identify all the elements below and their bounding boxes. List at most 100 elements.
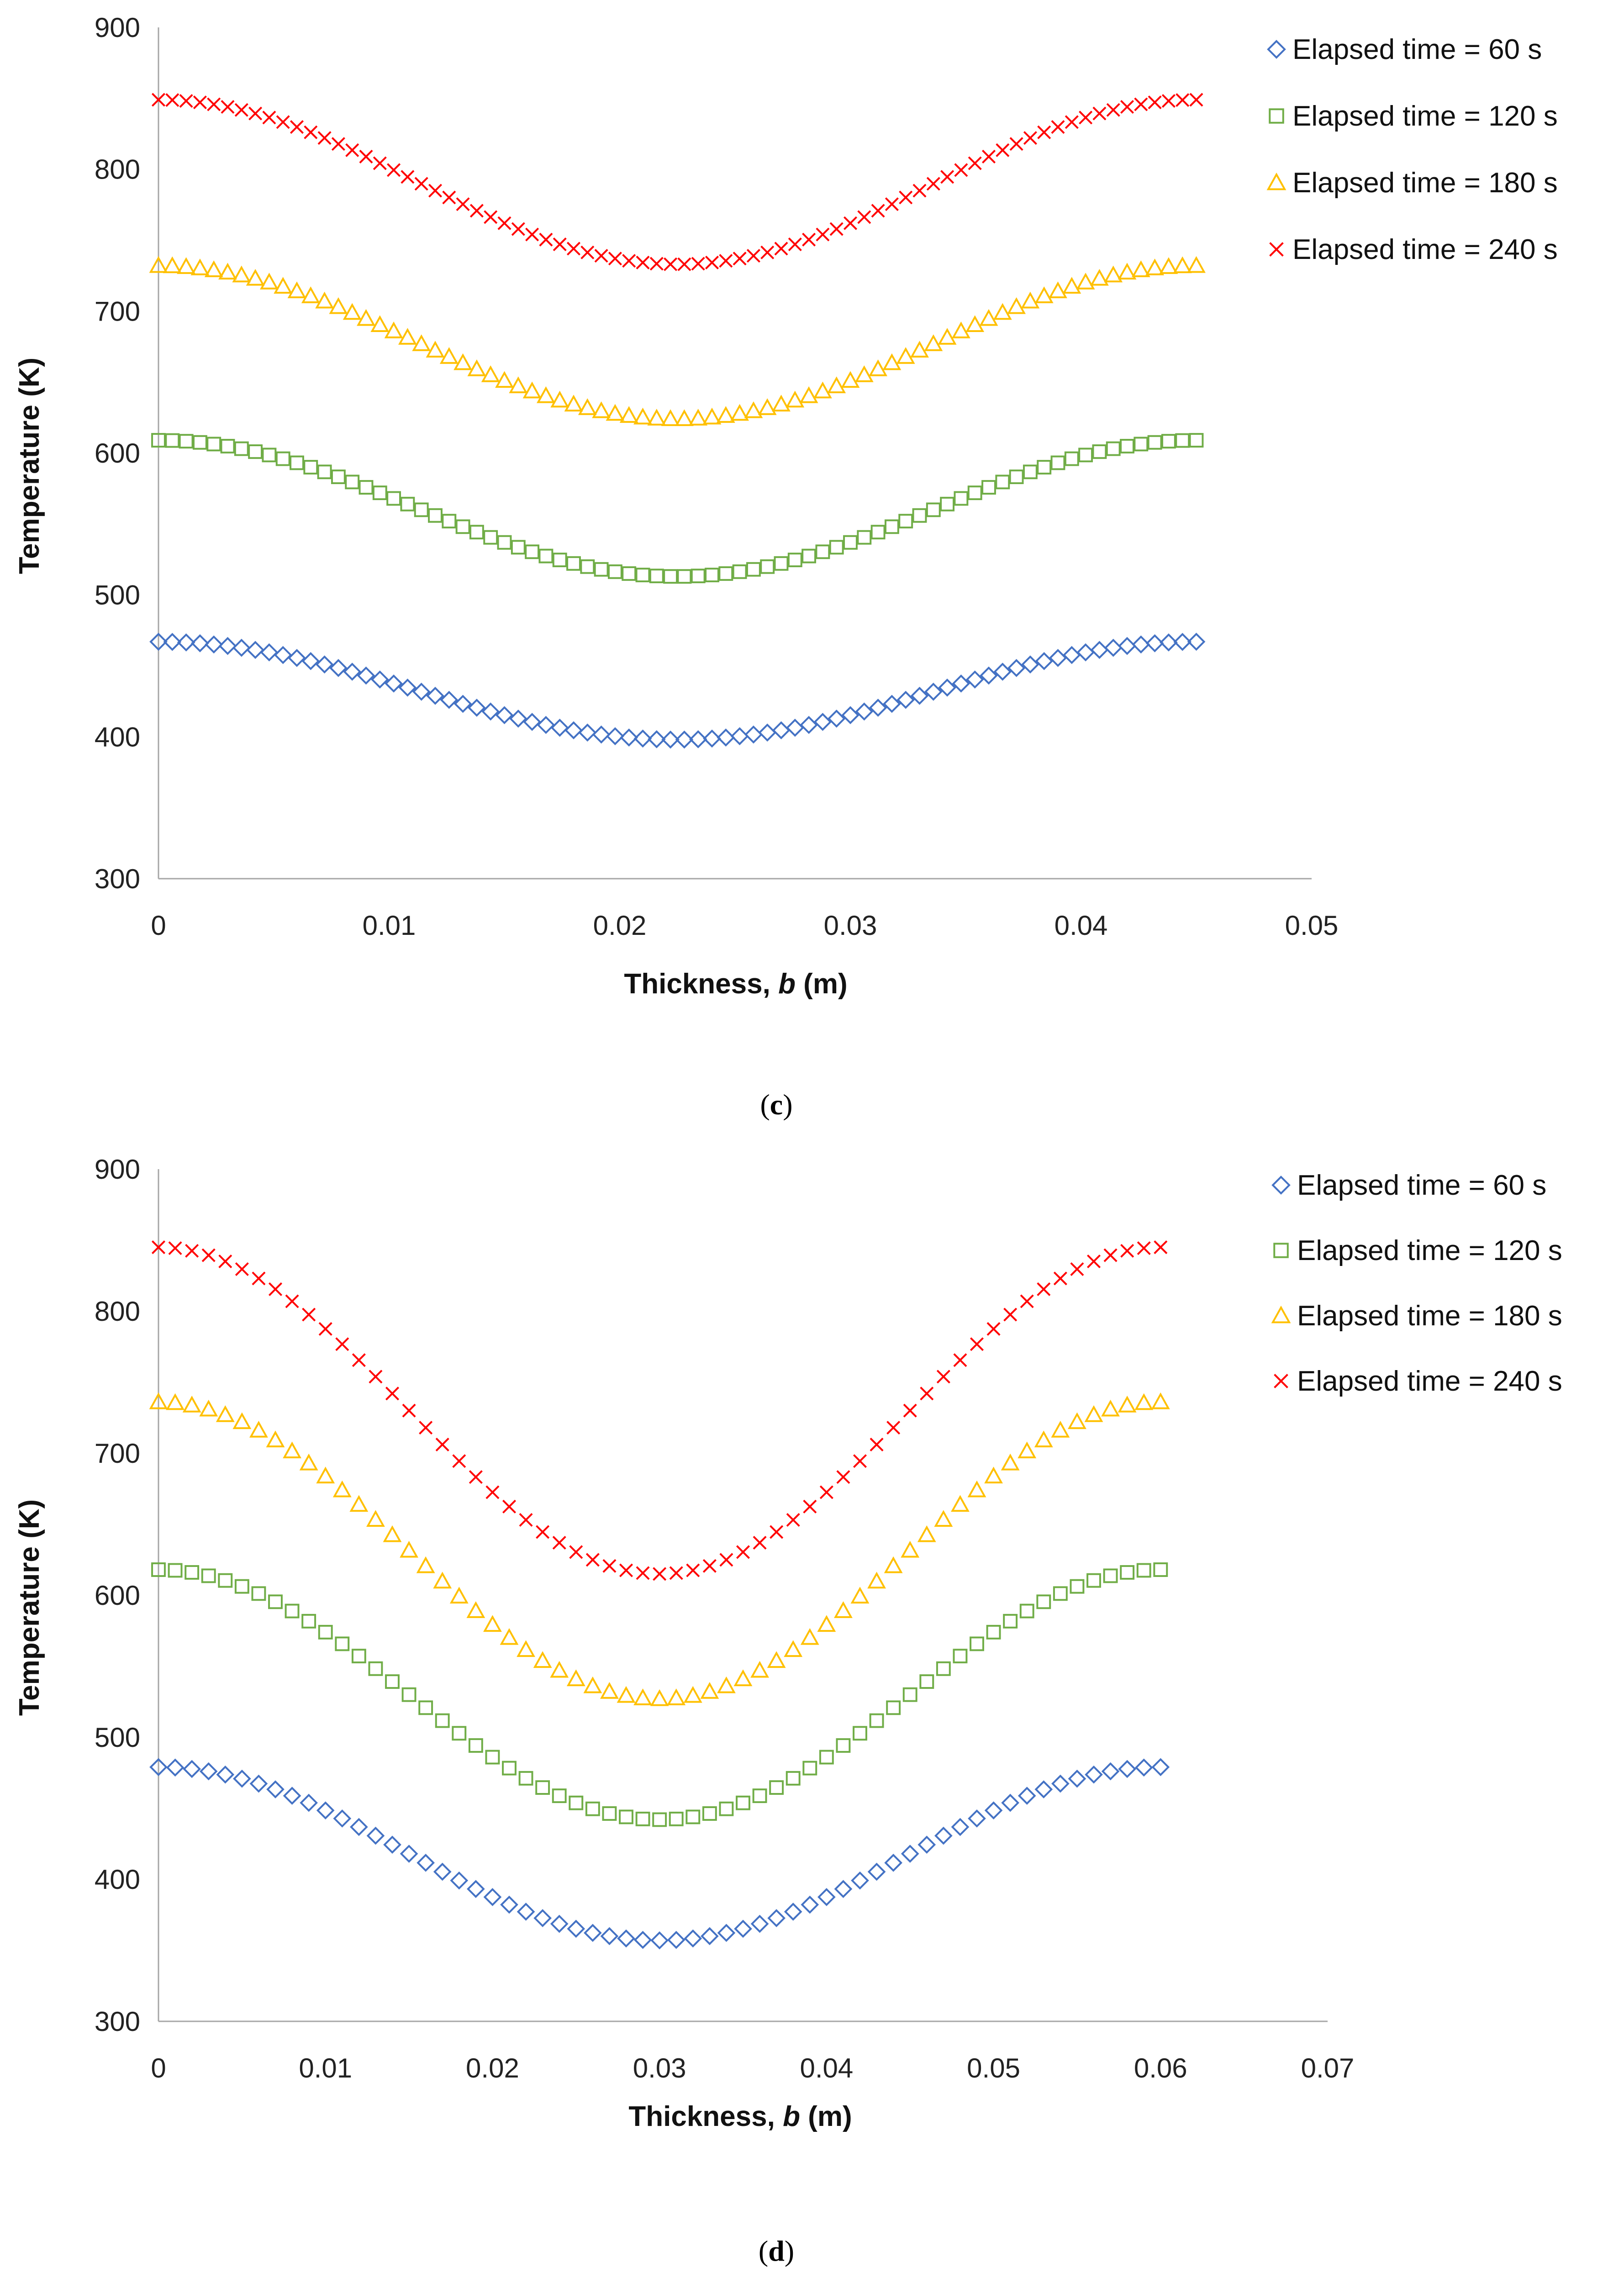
chart-d-x-tick-label: 0.07 <box>1301 2053 1355 2083</box>
chart-d-point-x <box>268 1282 283 1296</box>
chart-c-point-square <box>718 566 733 581</box>
chart-d-point-x <box>770 1525 784 1539</box>
chart-d-point-x <box>335 1337 349 1351</box>
chart-d-x-axis-title: Thickness, b (m) <box>628 2101 852 2132</box>
chart-c-point-diamond <box>426 686 444 705</box>
chart-d-point-triangle <box>433 1571 452 1589</box>
chart-d-point-triangle <box>332 1480 352 1498</box>
chart-c-point-triangle <box>799 386 818 403</box>
chart-d-point-triangle <box>1068 1412 1086 1429</box>
chart-c-point-diamond <box>149 633 168 651</box>
chart-c-point-diamond <box>606 727 624 745</box>
chart-c-point-diamond <box>1173 633 1192 651</box>
chart-c-point-diamond <box>1021 655 1039 674</box>
chart-c-point-triangle <box>896 347 915 364</box>
chart-d-point-x <box>836 1470 850 1484</box>
chart-c-point-triangle <box>287 281 306 299</box>
chart-c-point-diamond <box>246 641 264 659</box>
chart-c-point-square <box>705 568 719 582</box>
chart-d-point-x <box>786 1513 800 1527</box>
chart-c-point-triangle <box>661 409 680 426</box>
chart-c-point-x <box>594 249 608 263</box>
chart-d-point-square <box>151 1562 166 1577</box>
chart-d-point-triangle <box>533 1651 552 1668</box>
chart-d-point-x <box>435 1438 449 1452</box>
chart-d-point-triangle <box>984 1466 1003 1484</box>
chart-c-legend-label: Elapsed time = 120 s <box>1292 100 1558 132</box>
chart-c-point-square <box>442 514 457 529</box>
chart-d-point-square <box>1019 1603 1034 1619</box>
chart-c-point-triangle <box>301 286 320 303</box>
chart-c-point-square <box>1175 433 1190 448</box>
chart-c-point-square <box>414 502 429 517</box>
chart-d-y-tick-label: 900 <box>95 1154 140 1185</box>
chart-d-point-triangle <box>583 1676 602 1693</box>
chart-c-point-diamond <box>523 712 541 731</box>
chart-c-point-diamond <box>841 706 859 724</box>
chart-d-point-diamond <box>801 1895 819 1914</box>
chart-c-point-x <box>276 115 290 129</box>
chart-d-point-diamond <box>934 1826 953 1845</box>
chart-c-point-diamond <box>1007 659 1026 677</box>
chart-c-point-triangle <box>730 404 749 421</box>
chart-d-point-triangle <box>550 1661 569 1678</box>
chart-d-point-square <box>535 1780 550 1795</box>
chart-d-point-square <box>168 1563 183 1578</box>
chart-d-point-diamond <box>550 1914 569 1933</box>
chart-d-point-square <box>552 1788 567 1803</box>
chart-d-point-square <box>285 1603 300 1619</box>
chart-d-point-diamond <box>951 1818 970 1836</box>
chart-c-point-triangle <box>329 297 348 314</box>
chart-d-y-axis-title: Temperature (K) <box>14 1499 45 1716</box>
chart-c-point-diamond <box>163 633 182 651</box>
chart-c-point-square <box>843 535 858 550</box>
chart-c-point-square <box>455 519 470 534</box>
chart-d-point-x <box>318 1322 332 1336</box>
chart-c-point-square <box>345 475 360 490</box>
chart-d-point-square <box>218 1573 233 1588</box>
chart-c-point-diamond <box>453 695 472 713</box>
chart-d-caption: (d) <box>759 2235 794 2267</box>
chart-d-point-diamond <box>650 1931 669 1950</box>
chart-c-point-triangle <box>426 341 445 358</box>
chart-c-point-square <box>538 548 554 564</box>
chart-d-point-x <box>201 1248 216 1262</box>
chart-c-point-diamond <box>412 682 431 701</box>
chart-c-point-x <box>428 184 443 198</box>
chart-c-point-square <box>677 569 692 584</box>
chart-d-point-square <box>752 1788 767 1803</box>
chart-d-point-diamond <box>467 1880 485 1898</box>
chart-c-y-tick-label: 700 <box>95 296 140 327</box>
chart-d-point-x <box>569 1545 583 1559</box>
chart-c-point-diamond <box>786 718 804 737</box>
chart-d-point-square <box>836 1738 851 1753</box>
chart-d-point-square <box>802 1761 817 1776</box>
chart-d-legend-label: Elapsed time = 60 s <box>1297 1170 1546 1201</box>
chart-d-point-triangle <box>483 1615 502 1632</box>
chart-d-point-square <box>268 1594 283 1609</box>
chart-c-point-triangle <box>744 401 763 418</box>
chart-c-point-x <box>207 97 221 111</box>
chart-c-point-diamond <box>495 706 514 724</box>
chart-c-point-triangle <box>537 386 555 403</box>
chart-c-point-square <box>275 451 290 466</box>
chart-c-point-x <box>885 197 899 211</box>
chart-d-point-triangle <box>767 1651 786 1668</box>
chart-d-point-diamond <box>867 1862 886 1881</box>
chart-d-point-diamond <box>767 1909 786 1927</box>
chart-c-point-diamond <box>274 646 292 664</box>
chart-d-point-triangle <box>1151 1392 1170 1409</box>
chart-c-y-tick-label: 500 <box>95 580 140 611</box>
chart-d-point-square <box>685 1809 701 1825</box>
chart-c-point-triangle <box>1034 286 1054 303</box>
chart-c-point-square <box>1120 438 1134 453</box>
chart-d-point-triangle <box>1001 1453 1020 1471</box>
chart-c-point-square <box>192 435 207 450</box>
chart-c-y-tick-label: 900 <box>95 12 140 43</box>
chart-d-point-diamond <box>1101 1762 1120 1781</box>
chart-c-point-triangle <box>716 406 735 423</box>
chart-d-point-square <box>853 1726 867 1741</box>
chart-c-point-square <box>497 535 512 550</box>
chart-c-point-triangle <box>786 390 805 408</box>
chart-d-point-square <box>585 1801 600 1816</box>
